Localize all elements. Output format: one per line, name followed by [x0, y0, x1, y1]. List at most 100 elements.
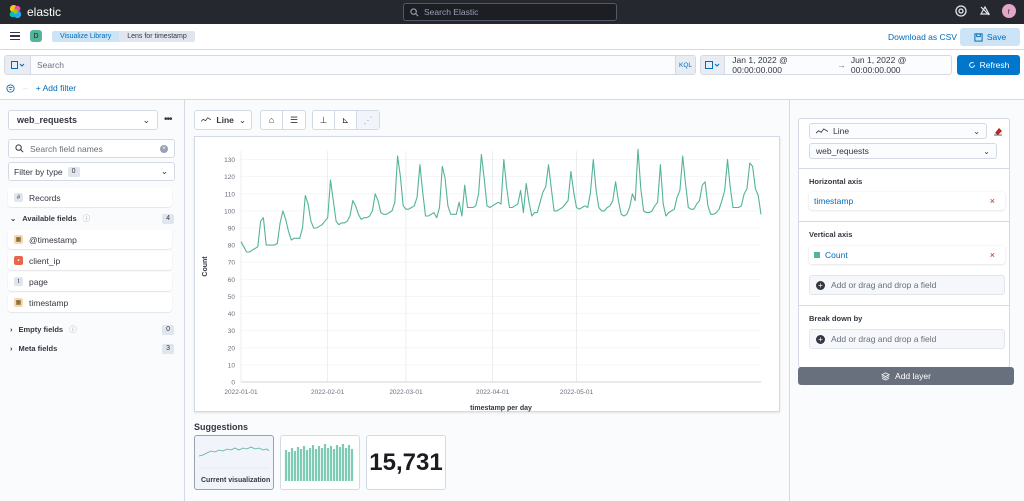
- refresh-button[interactable]: Refresh: [957, 55, 1020, 75]
- horizontal-axis-dimension[interactable]: timestamp ×: [809, 192, 1005, 210]
- string-token-icon: t: [14, 277, 23, 286]
- available-fields-section[interactable]: ⌄ Available fields ⓘ 4: [10, 213, 174, 224]
- save-button[interactable]: Save: [960, 28, 1020, 46]
- space-avatar[interactable]: D: [30, 30, 42, 42]
- field-item[interactable]: ▪ client_ip: [8, 251, 172, 270]
- remove-dimension-icon[interactable]: ×: [989, 250, 995, 260]
- y-tick-label: 110: [225, 191, 236, 198]
- suggestion-bar[interactable]: [280, 435, 360, 490]
- y-tick-label: 130: [224, 157, 235, 164]
- meta-fields-section[interactable]: › Meta fields 3: [10, 343, 174, 354]
- dropzone-label: Add or drag and drop a field: [831, 280, 937, 290]
- layer-chart-type-select[interactable]: Line ⌄: [809, 123, 987, 139]
- newsfeed-icon[interactable]: [978, 4, 992, 18]
- y-axis-title: Count: [202, 256, 209, 277]
- layer-index-select[interactable]: web_requests ⌄: [809, 143, 997, 159]
- suggestion-metric[interactable]: 15,731: [366, 435, 446, 490]
- field-item[interactable]: ▦ @timestamp: [8, 230, 172, 249]
- brush-icon[interactable]: ⌂: [261, 111, 283, 129]
- divider: [799, 305, 1009, 306]
- series-line: [240, 148, 762, 253]
- plus-icon: +: [816, 280, 825, 290]
- y-tick-label: 40: [228, 311, 236, 318]
- y-tick-label: 10: [228, 362, 236, 369]
- brand-name: elastic: [27, 4, 62, 19]
- config-panel: Line ⌄ web_requests ⌄ Horizontal axis ti…: [789, 100, 1024, 501]
- vertical-axis-dimension[interactable]: Count ×: [809, 246, 1005, 264]
- line-chart[interactable]: 0 10 20 30 40 50 60 70 80 90 100 110 120 130 2022-01-0…: [195, 137, 781, 413]
- menu-icon[interactable]: [10, 32, 20, 40]
- filter-by-type-select[interactable]: Filter by type 0 ⌄: [8, 162, 175, 181]
- series-color-swatch[interactable]: [814, 252, 820, 258]
- query-input[interactable]: Search KQL: [4, 55, 696, 75]
- empty-fields-section[interactable]: › Empty fields ⓘ 0: [10, 324, 174, 335]
- add-vertical-field-dropzone[interactable]: + Add or drag and drop a field: [809, 275, 1005, 295]
- save-icon: [974, 32, 983, 42]
- kql-toggle[interactable]: KQL: [675, 56, 695, 74]
- query-placeholder: Search: [37, 60, 64, 70]
- field-item[interactable]: ▦ timestamp: [8, 293, 172, 312]
- add-layer-label: Add layer: [895, 371, 931, 381]
- legend-icon[interactable]: ☰: [289, 114, 299, 125]
- filter-options-icon[interactable]: [6, 83, 15, 93]
- download-csv-link[interactable]: Download as CSV: [888, 32, 957, 42]
- date-arrow: →: [837, 60, 846, 70]
- axis-options-group: ⊥ ⊾ ⋰: [312, 110, 380, 130]
- available-count-badge: 4: [162, 213, 174, 224]
- chart-type-switcher[interactable]: Line ⌄: [194, 110, 252, 130]
- saved-query-menu-icon[interactable]: [5, 56, 31, 74]
- date-end[interactable]: Jun 1, 2022 @ 00:00:00.000: [850, 55, 907, 75]
- dropzone-label: Add or drag and drop a field: [831, 334, 937, 344]
- plus-icon: +: [816, 334, 825, 344]
- x-tick-label: 2022-03-01: [389, 389, 423, 396]
- filter-count-badge: 0: [67, 166, 80, 177]
- field-name: timestamp: [29, 297, 69, 308]
- help-icon[interactable]: [954, 4, 968, 18]
- display-options-group: ⌂ ☰: [260, 110, 306, 130]
- field-name: Records: [29, 192, 61, 203]
- suggestions-title: Suggestions: [194, 422, 249, 432]
- query-bar: Search KQL Jan 1, 2022 @ 00:00:00.000 → …: [0, 50, 1024, 100]
- add-layer-button[interactable]: Add layer: [798, 367, 1014, 385]
- clear-icon[interactable]: ×: [160, 144, 168, 153]
- breadcrumb-visualize-library[interactable]: Visualize Library: [52, 31, 120, 42]
- eraser-icon[interactable]: [993, 126, 1003, 136]
- refresh-icon: [968, 62, 975, 68]
- field-item[interactable]: t page: [8, 272, 172, 291]
- y-tick-label: 50: [228, 294, 236, 301]
- chevron-down-icon: ⌄: [238, 114, 246, 125]
- vertical-axis-title: Vertical axis: [809, 230, 853, 239]
- global-search-input[interactable]: Search Elastic: [403, 3, 617, 21]
- meta-count-badge: 3: [162, 343, 174, 354]
- breadcrumb-bar: D Visualize Library Lens for timestamp D…: [0, 24, 1024, 50]
- index-pattern-select[interactable]: web_requests ⌄: [8, 110, 158, 130]
- right-axis-icon[interactable]: ⋰: [357, 111, 379, 129]
- field-name: @timestamp: [29, 234, 77, 245]
- chevron-down-icon: ⌄: [10, 214, 17, 223]
- layer-index-label: web_requests: [816, 146, 869, 156]
- field-name: client_ip: [29, 255, 61, 266]
- bottom-axis-icon[interactable]: ⊾: [335, 111, 357, 129]
- breadcrumb: Visualize Library Lens for timestamp: [52, 31, 195, 42]
- filter-row: – + Add filter: [6, 83, 76, 93]
- calendar-icon[interactable]: [701, 56, 726, 74]
- date-token-icon: ▦: [14, 298, 23, 307]
- chart-container: 0 10 20 30 40 50 60 70 80 90 100 110 120 130 2022-01-0…: [194, 136, 780, 412]
- refresh-label: Refresh: [979, 60, 1010, 70]
- suggestion-current[interactable]: Current visualization: [194, 435, 274, 490]
- more-options-icon[interactable]: •••: [164, 114, 172, 125]
- add-filter-link[interactable]: + Add filter: [35, 83, 77, 93]
- field-name: page: [29, 276, 48, 287]
- left-axis-icon[interactable]: ⊥: [313, 111, 335, 129]
- user-avatar[interactable]: r: [1002, 4, 1016, 18]
- field-item-records[interactable]: # Records: [8, 188, 172, 207]
- add-breakdown-field-dropzone[interactable]: + Add or drag and drop a field: [809, 329, 1005, 349]
- elastic-logo[interactable]: elastic: [8, 4, 61, 19]
- date-start[interactable]: Jan 1, 2022 @ 00:00:00.000: [732, 55, 788, 75]
- global-search-placeholder: Search Elastic: [424, 7, 479, 17]
- chevron-down-icon: ⌄: [983, 146, 990, 156]
- layer-chart-type-label: Line: [833, 126, 850, 136]
- field-search-input[interactable]: Search field names ×: [8, 139, 175, 158]
- date-picker[interactable]: Jan 1, 2022 @ 00:00:00.000 → Jun 1, 2022…: [700, 55, 952, 75]
- remove-dimension-icon[interactable]: ×: [989, 196, 995, 206]
